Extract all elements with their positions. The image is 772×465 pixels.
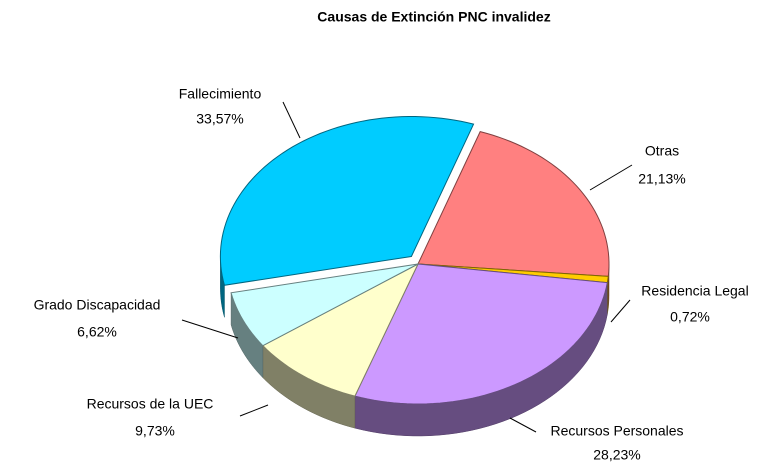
slice-value: 21,13% (638, 171, 685, 187)
slice-value: 0,72% (670, 309, 710, 325)
leader-line (181, 319, 239, 339)
slice-label: Recursos de la UEC (87, 396, 214, 412)
slice-value: 33,57% (196, 111, 243, 127)
slice-label: Fallecimiento (179, 86, 262, 102)
slice (262, 262, 420, 397)
slice (417, 131, 610, 277)
pie-tops (219, 116, 610, 405)
slice-value: 28,23% (593, 447, 640, 463)
slice-label: Otras (645, 143, 679, 159)
slice-value: 6,62% (77, 324, 117, 340)
leader-line (589, 164, 633, 191)
slice (354, 263, 608, 405)
slice (230, 263, 419, 347)
slice-label: Grado Discapacidad (34, 297, 161, 313)
leader-line (610, 299, 631, 323)
leader-line (239, 404, 269, 417)
leader-line (509, 417, 537, 433)
chart-title: Causas de Extinción PNC invalidez (317, 9, 550, 25)
labels: Otras 21,13% Residencia Legal 0,72% Recursos… (34, 86, 749, 463)
slice-label: Recursos Personales (550, 423, 683, 439)
slice-label: Residencia Legal (641, 283, 748, 299)
leader-line (282, 101, 301, 139)
slice-value: 9,73% (135, 423, 175, 439)
slice (219, 116, 475, 286)
